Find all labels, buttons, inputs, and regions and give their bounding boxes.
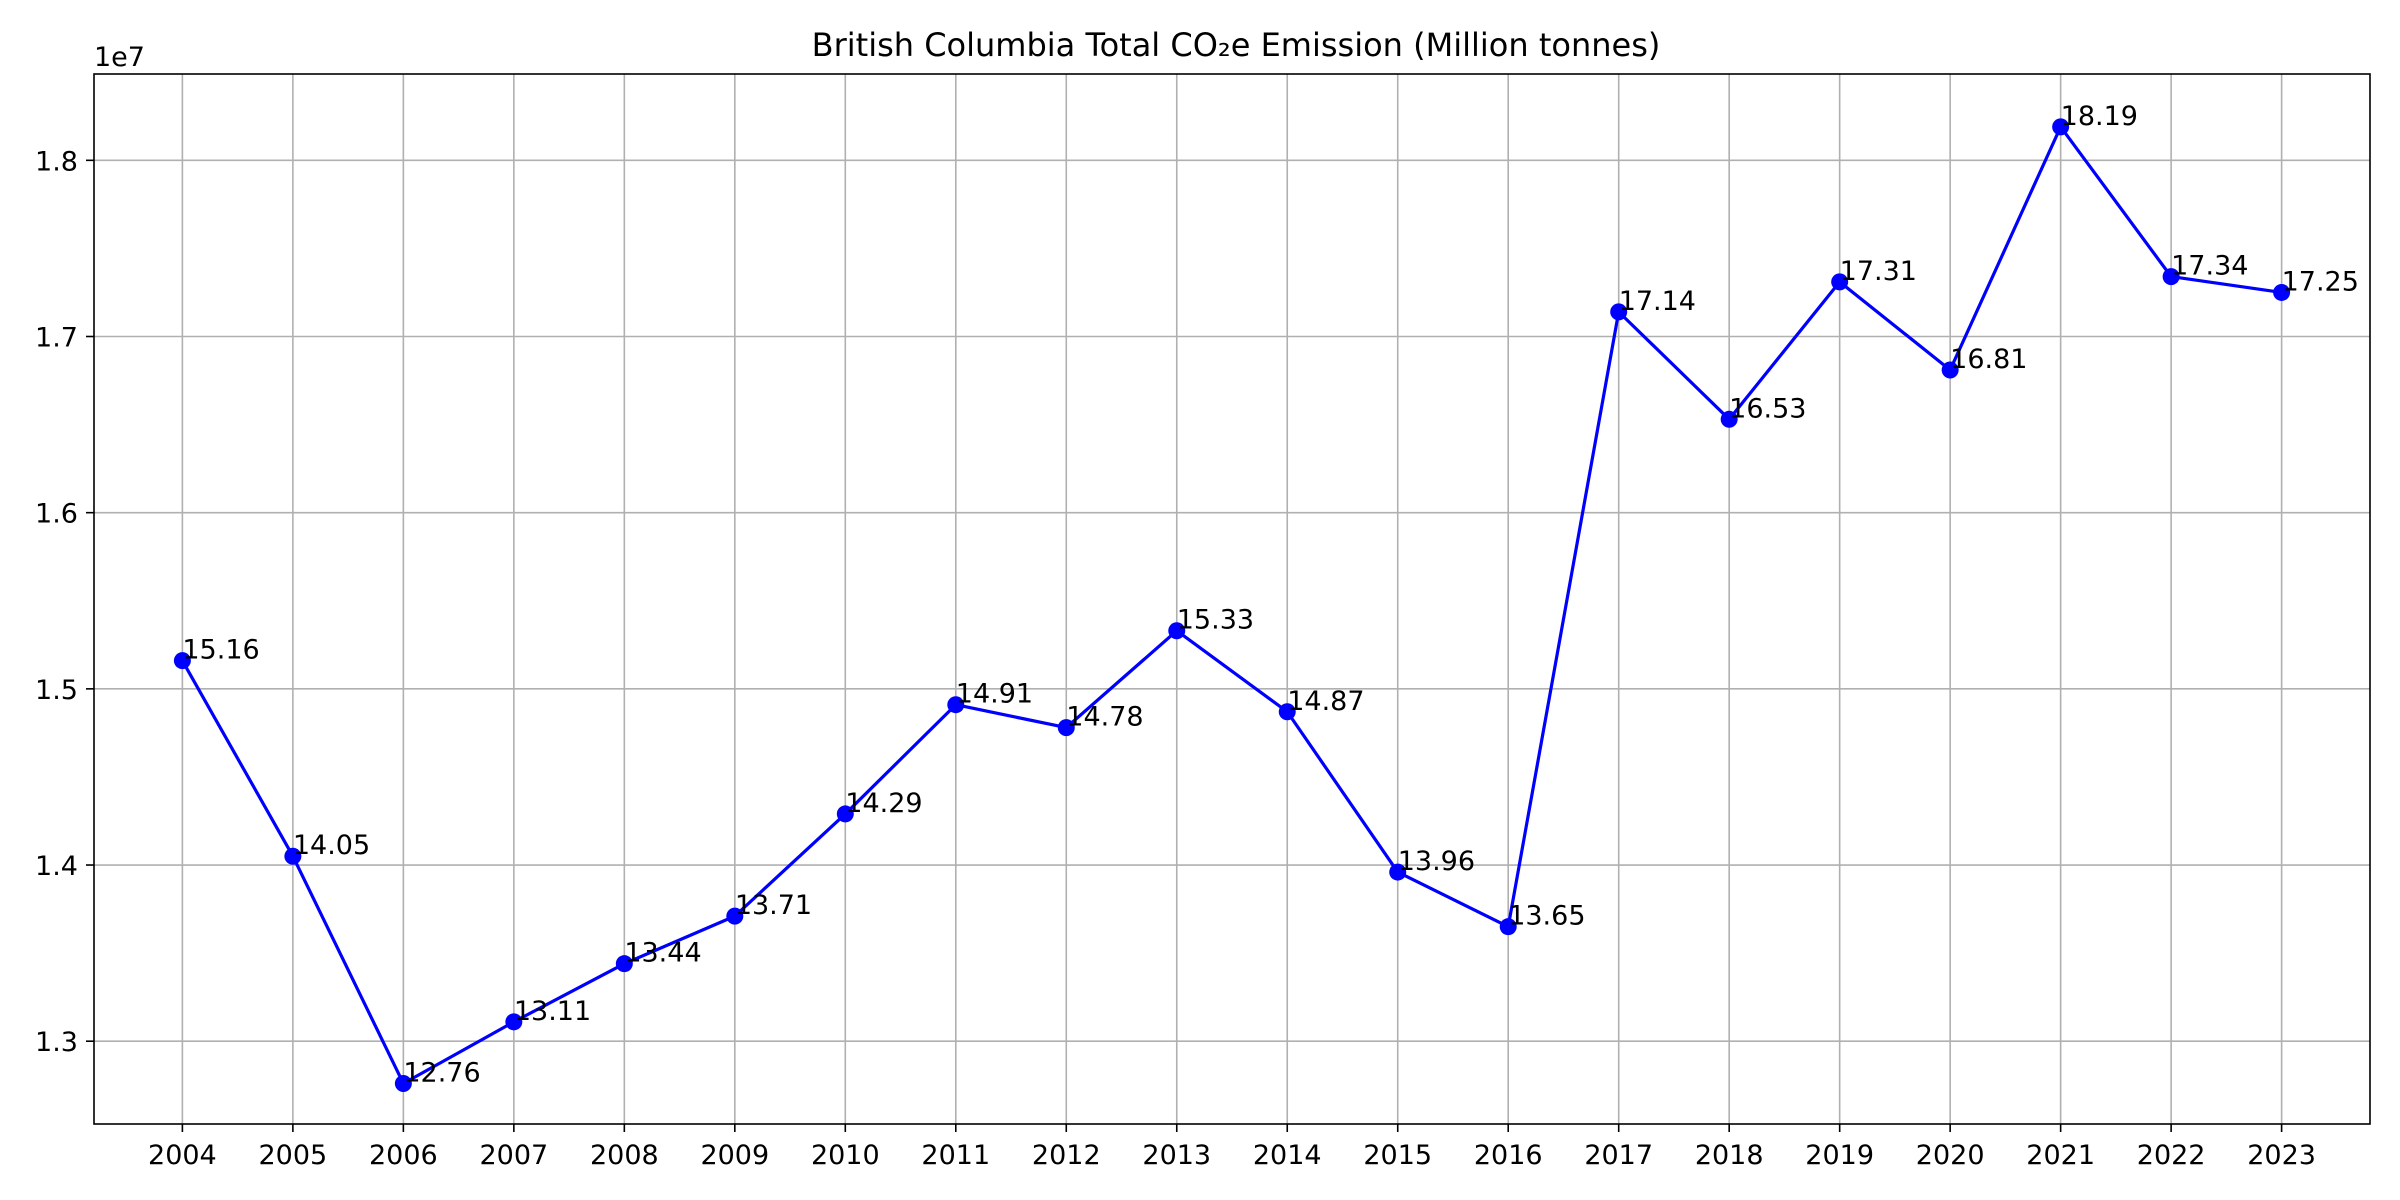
x-tick-label: 2014 [1253, 1140, 1322, 1171]
y-tick-label: 1.4 [35, 851, 78, 882]
data-label: 17.31 [1840, 256, 1917, 287]
data-label: 16.53 [1729, 393, 1806, 424]
x-tick-label: 2009 [700, 1140, 769, 1171]
data-point [1720, 410, 1738, 428]
data-point [1057, 719, 1075, 737]
data-label: 17.25 [2282, 266, 2359, 297]
x-tick-label: 2022 [2137, 1140, 2206, 1171]
data-point [615, 955, 633, 973]
y-tick-label: 1.3 [35, 1027, 78, 1058]
data-point [947, 696, 965, 714]
x-tick-label: 2012 [1032, 1140, 1101, 1171]
data-label: 13.65 [1508, 901, 1585, 932]
data-label: 12.76 [403, 1057, 480, 1088]
y-axis-offset-label: 1e7 [94, 42, 145, 73]
data-point [1610, 303, 1628, 321]
series-layer [173, 118, 2291, 1092]
data-point [505, 1013, 523, 1031]
x-tick-label: 2015 [1363, 1140, 1432, 1171]
data-label: 13.71 [735, 890, 812, 921]
axes [93, 73, 2371, 1125]
plot-frame [93, 73, 2371, 1125]
data-label: 14.29 [845, 788, 922, 819]
data-labels: 15.16 14.05 12.76 13.11 13.44 13.71 14.29 14.91… [182, 101, 2359, 1089]
y-tick-label: 1.5 [35, 675, 78, 706]
data-label: 17.34 [2171, 251, 2248, 282]
x-tick-label: 2005 [259, 1140, 328, 1171]
data-label: 14.05 [293, 830, 370, 861]
x-tick-label: 2023 [2247, 1140, 2316, 1171]
data-label: 14.78 [1066, 702, 1143, 733]
data-point [726, 907, 744, 925]
data-point [1831, 273, 1849, 291]
gridlines [94, 74, 2370, 1124]
y-tick-label: 1.7 [35, 323, 78, 354]
data-label: 15.33 [1177, 605, 1254, 636]
x-tick-label: 2008 [590, 1140, 659, 1171]
data-label: 14.87 [1287, 686, 1364, 717]
data-label: 13.44 [624, 938, 701, 969]
data-point [2273, 283, 2291, 301]
series-line [180, 125, 2282, 1086]
x-tick-label: 2011 [921, 1140, 990, 1171]
x-tick-label: 2017 [1584, 1140, 1653, 1171]
data-label: 15.16 [182, 635, 259, 666]
data-point [1389, 863, 1407, 881]
x-tick-label: 2019 [1805, 1140, 1874, 1171]
x-tick-label: 2010 [811, 1140, 880, 1171]
data-point [284, 847, 302, 865]
data-point [394, 1074, 412, 1092]
data-point [173, 652, 191, 670]
x-tick-label: 2013 [1142, 1140, 1211, 1171]
data-point [1278, 703, 1296, 721]
data-point [1499, 918, 1517, 936]
data-label: 14.91 [956, 679, 1033, 710]
data-label: 13.11 [514, 996, 591, 1027]
data-label: 17.14 [1619, 286, 1696, 317]
data-label: 16.81 [1950, 344, 2027, 375]
data-point [2052, 118, 2070, 136]
x-axis-ticks: 2004 2005 2006 2007 2008 2009 2010 2011 2012 2013… [148, 1124, 2316, 1171]
chart-title: British Columbia Total CO₂e Emission (Mi… [812, 26, 1661, 64]
data-label: 18.19 [2061, 101, 2138, 132]
y-tick-label: 1.6 [35, 499, 78, 530]
x-tick-label: 2020 [1916, 1140, 1985, 1171]
x-tick-label: 2007 [479, 1140, 548, 1171]
x-tick-label: 2021 [2026, 1140, 2095, 1171]
x-tick-label: 2016 [1474, 1140, 1543, 1171]
data-point [2162, 268, 2180, 286]
data-point [1941, 361, 1959, 379]
x-tick-label: 2006 [369, 1140, 438, 1171]
x-tick-label: 2004 [148, 1140, 217, 1171]
data-label: 13.96 [1398, 846, 1475, 877]
x-tick-label: 2018 [1695, 1140, 1764, 1171]
data-point [836, 805, 854, 823]
y-tick-label: 1.8 [35, 146, 78, 177]
data-point [1168, 622, 1186, 640]
y-axis-ticks: 1.3 1.4 1.5 1.6 1.7 1.8 [35, 146, 94, 1058]
